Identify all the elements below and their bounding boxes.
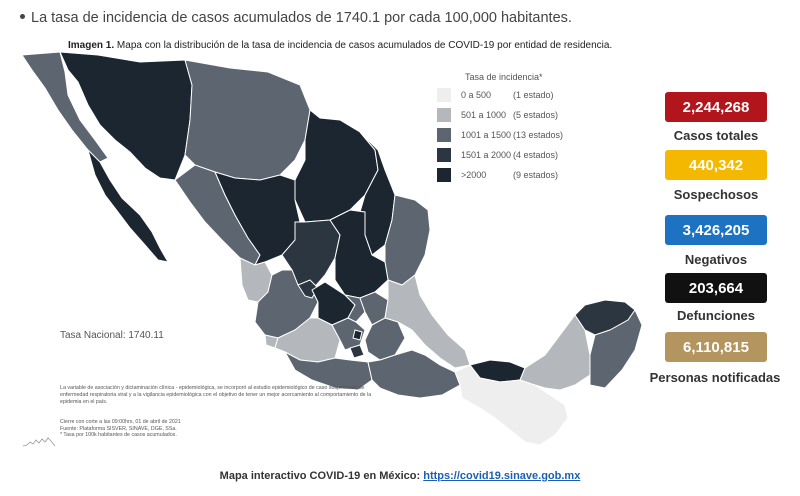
- legend-range: 0 a 500: [461, 90, 492, 100]
- notified-box: 6,110,815: [665, 332, 767, 362]
- total-cases-label: Casos totales: [673, 128, 759, 143]
- footer-label: Mapa interactivo COVID-19 en México:: [219, 470, 421, 482]
- legend-item: 1001 a 1500 (13 estados): [437, 125, 597, 145]
- caption-label: Imagen 1.: [68, 40, 115, 51]
- legend-count: (13 estados): [513, 130, 564, 140]
- footnote-source: Fuente: Plataforma SISVER, SINAVE, DGE, …: [60, 425, 177, 432]
- state-chihuahua[interactable]: [184, 59, 311, 181]
- caption-text: Mapa con la distribución de la tasa de i…: [116, 40, 613, 51]
- footnote: La variable de asociación y dictaminació…: [60, 385, 372, 405]
- legend-count: (4 estados): [513, 150, 559, 160]
- legend-count: (9 estados): [513, 170, 559, 180]
- legend-range: 1001 a 1500: [461, 130, 512, 140]
- national-rate: Tasa Nacional: 1740.11: [60, 330, 164, 341]
- state-zacatecas[interactable]: [281, 219, 341, 291]
- footer-link-line: Mapa interactivo COVID-19 en México: htt…: [0, 470, 800, 482]
- footnote-meta: Cierre con corte a las 09:00hrs, 01 de a…: [60, 419, 360, 439]
- deaths-box: 203,664: [665, 273, 767, 303]
- state-mexico[interactable]: [331, 317, 366, 351]
- state-sonora[interactable]: [59, 51, 193, 181]
- legend-range: 501 a 1000: [461, 110, 507, 120]
- legend-count: (5 estados): [513, 110, 559, 120]
- suspected-box: 440,342: [665, 150, 767, 180]
- deaths-value: 203,664: [688, 279, 744, 297]
- state-michoacan[interactable]: [274, 317, 341, 363]
- negatives-label: Negativos: [684, 252, 748, 267]
- negatives-value: 3,426,205: [682, 221, 750, 239]
- state-baja-california-sur[interactable]: [87, 148, 169, 263]
- state-baja-california[interactable]: [21, 51, 109, 163]
- deaths-label: Defunciones: [676, 308, 755, 323]
- state-morelos[interactable]: [349, 344, 365, 359]
- incidence-summary-text: La tasa de incidencia de casos acumulado…: [31, 10, 572, 26]
- legend-item: >2000 (9 estados): [437, 165, 597, 185]
- legend-swatch: [437, 128, 451, 142]
- state-san-luis-potosi[interactable]: [329, 209, 389, 299]
- footnote-rate: * Tasa por 100k habitantes de casos acum…: [60, 432, 177, 438]
- legend-range: 1501 a 2000: [461, 150, 512, 160]
- legend: Tasa de incidencia* 0 a 500 (1 estado) 5…: [437, 72, 597, 185]
- legend-count: (1 estado): [513, 90, 554, 100]
- state-cdmx[interactable]: [352, 329, 363, 341]
- legend-item: 0 a 500 (1 estado): [437, 85, 597, 105]
- legend-range: >2000: [461, 170, 487, 180]
- legend-title: Tasa de incidencia*: [465, 72, 543, 82]
- legend-swatch: [437, 168, 451, 182]
- total-cases-box: 2,244,268: [665, 92, 767, 122]
- sparkline-icon: [22, 437, 56, 447]
- negatives-box: 3,426,205: [665, 215, 767, 245]
- state-chiapas[interactable]: [454, 364, 569, 446]
- notified-value: 6,110,815: [683, 338, 749, 356]
- state-campeche[interactable]: [519, 314, 591, 391]
- footnote-cut: Cierre con corte a las 09:00hrs, 01 de a…: [60, 419, 181, 425]
- legend-item: 501 a 1000 (5 estados): [437, 105, 597, 125]
- notified-label: Personas notificadas: [649, 370, 781, 385]
- map-caption: Imagen 1. Mapa con la distribución de la…: [68, 40, 612, 51]
- incidence-summary: La tasa de incidencia de casos acumulado…: [20, 10, 572, 26]
- legend-swatch: [437, 108, 451, 122]
- bullet-icon: [20, 13, 25, 19]
- interactive-map-link[interactable]: https://covid19.sinave.gob.mx: [423, 470, 581, 482]
- legend-item: 1501 a 2000 (4 estados): [437, 145, 597, 165]
- state-quintana-roo[interactable]: [589, 309, 643, 389]
- suspected-label: Sospechosos: [673, 187, 759, 202]
- suspected-value: 440,342: [688, 156, 744, 174]
- legend-swatch: [437, 88, 451, 102]
- legend-swatch: [437, 148, 451, 162]
- total-cases-value: 2,244,268: [682, 98, 750, 116]
